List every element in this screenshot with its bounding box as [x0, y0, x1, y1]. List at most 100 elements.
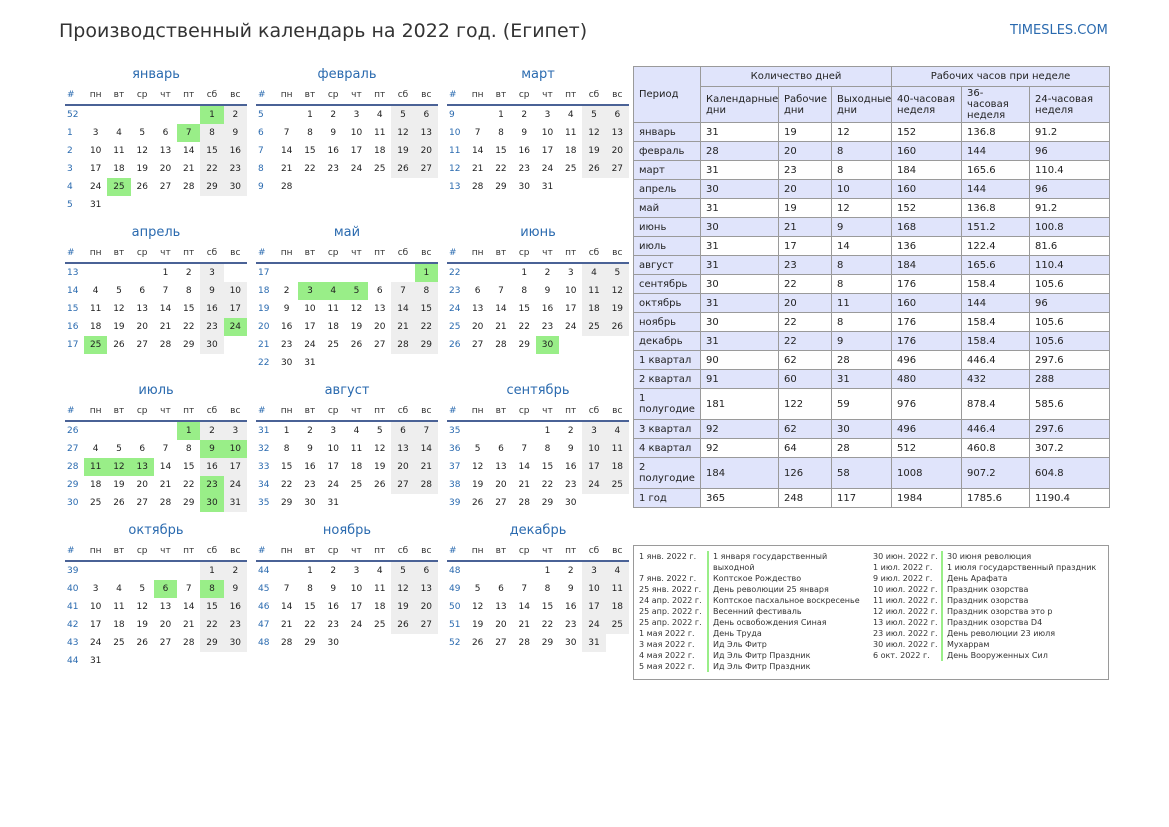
- day-cell: 14: [495, 304, 507, 314]
- stats-period: сентябрь: [633, 274, 701, 294]
- holiday-marker: [941, 639, 943, 650]
- day-cell: 5: [474, 444, 481, 454]
- day-cell: 8: [414, 282, 438, 300]
- stats-value: 297.6: [1029, 350, 1111, 370]
- day-cell: 17: [582, 458, 606, 476]
- day-cell: 10: [582, 580, 606, 598]
- day-cell: 17: [89, 620, 102, 630]
- site-link[interactable]: TIMESLES.COM: [1010, 23, 1108, 38]
- week-number: 9: [449, 110, 455, 120]
- calendar-week-row: 3 17 18 19 20 21 22 23: [65, 160, 247, 178]
- holiday-name: День освобождения Синая: [713, 618, 827, 627]
- holiday-name: Ид Эль Фитр Праздник: [713, 662, 811, 671]
- holiday-marker: [707, 661, 709, 672]
- day-cell: 24: [89, 638, 102, 648]
- day-cell: 15: [183, 462, 195, 472]
- day-cell: 29: [200, 178, 224, 196]
- day-cell: 26: [374, 480, 386, 490]
- day-cell: 28: [471, 182, 484, 192]
- holiday-item: 7 янв. 2022 г. Коптское Рождество: [639, 573, 869, 584]
- day-cell: [391, 354, 414, 372]
- day-cell: [466, 263, 489, 282]
- day-cell: 7: [185, 584, 192, 594]
- day-cell: 19: [136, 164, 148, 174]
- stats-value: 21: [778, 217, 832, 237]
- day-cell: 19: [605, 300, 629, 318]
- weekday-header: пн: [84, 542, 108, 562]
- day-cell: 11: [374, 128, 386, 138]
- stats-value: 168: [891, 217, 963, 237]
- stats-value: 31: [700, 160, 779, 180]
- weekday-header: вс: [605, 86, 629, 106]
- day-cell: 21: [159, 322, 172, 332]
- day-cell: 21: [183, 620, 195, 630]
- weekday-header: чт: [535, 402, 560, 422]
- day-cell: 17: [565, 304, 577, 314]
- day-cell: 10: [541, 128, 554, 138]
- day-cell: 29: [304, 638, 316, 648]
- day-cell: 7: [414, 421, 438, 440]
- day-cell: [224, 336, 247, 354]
- stats-row: июнь 30 21 9 168 151.2 100.8: [633, 217, 1111, 237]
- holiday-item: 11 июл. 2022 г. Праздник озорства: [873, 595, 1103, 606]
- month-calendar: март # пн вт ср чт пт сб вс 9 1 2 3 4 5 6 10 7 8 9 10 11 12 13 1…: [447, 66, 629, 196]
- day-cell: [559, 178, 582, 196]
- day-cell: 18: [113, 164, 125, 174]
- week-number-header: #: [447, 86, 467, 106]
- day-cell: 19: [374, 462, 386, 472]
- week-number: 5: [67, 200, 73, 210]
- stats-value: 976: [891, 388, 963, 420]
- stats-value: 105.6: [1029, 331, 1111, 351]
- day-cell: 20: [471, 322, 484, 332]
- stats-value: 19: [778, 122, 832, 142]
- calendar-week-row: 20 16 17 18 19 20 21 22: [256, 318, 438, 336]
- stats-row: январь 31 19 12 152 136.8 91.2: [633, 122, 1111, 142]
- weekday-header: пт: [559, 402, 583, 422]
- calendar-week-row: 39 26 27 28 29 30: [447, 494, 629, 512]
- calendar-week-row: 28 11 12 13 14 15 16 17: [65, 458, 247, 476]
- day-cell: [415, 178, 438, 196]
- stats-period: 2 полугодие: [633, 457, 701, 489]
- day-cell: 4: [116, 584, 122, 594]
- week-number: 26: [449, 340, 461, 350]
- month-table: # пн вт ср чт пт сб вс 39 1 2 40 3 4 5 6 7 8 9 41 10 11 12 13 14…: [65, 542, 247, 670]
- day-cell: 18: [89, 322, 102, 332]
- day-cell: 19: [391, 142, 415, 160]
- calendar-week-row: 13 1 2 3: [65, 263, 247, 282]
- day-cell: 25: [113, 638, 125, 648]
- day-cell: 24: [327, 480, 339, 490]
- calendar-week-row: 48 28 29 30: [256, 634, 438, 652]
- day-cell: 14: [280, 602, 293, 612]
- day-cell: 27: [136, 498, 148, 508]
- stats-body: январь 31 19 12 152 136.8 91.2 февраль 28 20 8 160 1…: [633, 122, 1111, 508]
- stats-value: 288: [1029, 369, 1111, 389]
- stats-value: 31: [700, 331, 779, 351]
- day-cell: 26: [582, 160, 606, 178]
- stats-value: 136: [891, 236, 963, 256]
- holiday-item: 25 янв. 2022 г. День революции 25 января: [639, 584, 869, 595]
- day-cell: 13: [495, 602, 507, 612]
- day-cell: 3: [330, 426, 337, 436]
- calendar-week-row: 44 1 2 3 4 5 6: [256, 561, 438, 580]
- day-cell: 9: [223, 580, 247, 598]
- week-number-header: #: [65, 86, 85, 106]
- day-cell: 11: [582, 282, 606, 300]
- day-cell: 16: [200, 300, 224, 318]
- weekday-header: вс: [605, 402, 629, 422]
- day-cell: 17: [350, 602, 363, 612]
- stats-value: 19: [778, 198, 832, 218]
- day-cell: [84, 421, 107, 440]
- stats-value: 117: [830, 488, 893, 508]
- week-number: 33: [258, 462, 270, 472]
- calendar-week-row: 2 10 11 12 13 14 15 16: [65, 142, 247, 160]
- day-cell: 8: [544, 584, 551, 594]
- day-cell: 21: [391, 318, 415, 336]
- stats-value: 96: [1029, 141, 1111, 161]
- day-cell: 23: [223, 616, 247, 634]
- month-table: # пн вт ср чт пт сб вс 52 1 2 1 3 4 5 6 7 8 9 2 10 11 12 13 14 15…: [65, 86, 247, 214]
- weekday-header: вт: [107, 86, 131, 106]
- stats-value: 248: [778, 488, 832, 508]
- stats-row: май 31 19 12 152 136.8 91.2: [633, 198, 1111, 218]
- calendar-week-row: 15 11 12 13 14 15 16 17: [65, 300, 247, 318]
